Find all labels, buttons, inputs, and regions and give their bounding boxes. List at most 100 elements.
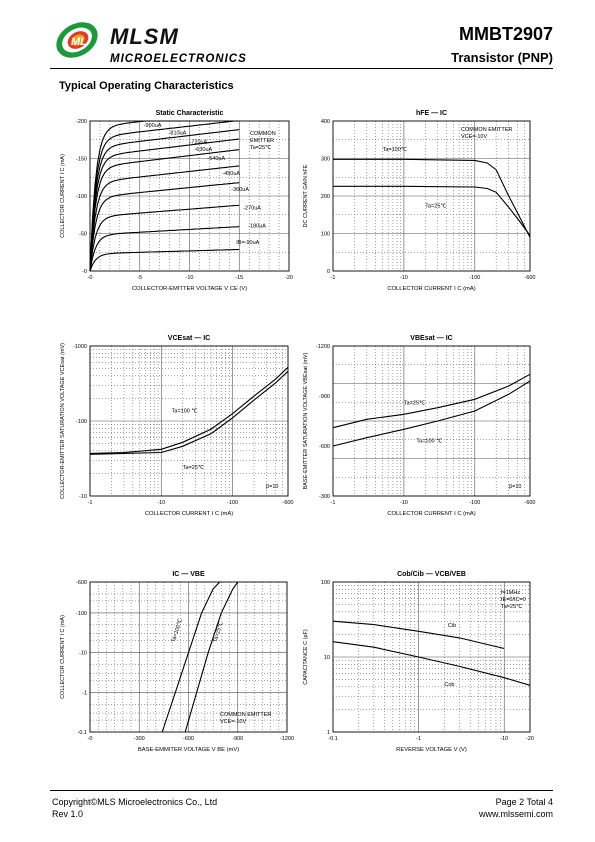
x-tick-label: -900 [232,736,243,742]
x-tick-label: -600 [282,500,293,506]
x-tick-label: -600 [524,500,535,506]
series-label: Cob [444,682,454,688]
series-label: -720uA [190,140,208,146]
y-tick-label: -0.1 [78,730,87,736]
plot-frame [332,120,531,272]
curve-720ua [89,129,240,272]
y-tick-label: 200 [321,194,330,200]
y-tick-label: -300 [319,494,330,500]
curve-630ua [89,138,240,272]
y-axis-label: CAPACITANCE C (pF) [303,629,309,685]
y-tick-label: -100 [76,611,87,617]
y-tick-label: 10 [324,655,330,661]
footer-copyright: Copyright©MLS Microelectronics Co., Ltd [52,797,218,807]
footer-website: www.mlssemi.com [478,809,553,819]
plot-frame [89,581,288,733]
curve-810ua [89,120,240,272]
x-tick-label: -1 [88,500,93,506]
annotation: COMMON EMITTER [461,127,512,133]
annotation: COMMON [250,131,276,137]
series-label: Ta=100℃ [383,147,408,153]
series-line [332,373,531,429]
chart-title: Static Characteristic [156,110,224,117]
x-axis-label: COLLECTOR CURRENT I C (mA) [387,511,475,517]
y-tick-label: -200 [76,119,87,125]
series-label: -360uA [231,187,249,193]
annotation: Ta=25℃ [250,145,272,151]
y-axis-label: COLLECTOR-EMITTER SATURATION VOLTAGE VCE… [60,343,66,499]
x-tick-label: -10 [400,500,408,506]
series-label: Ta=25℃ [404,400,426,406]
x-tick-label: -0 [88,736,93,742]
company-logo: ML [52,18,102,62]
x-tick-label: -15 [235,275,243,281]
y-tick-label: 400 [321,119,330,125]
series-line [89,370,289,455]
chart-title: VBEsat — IC [410,335,452,342]
y-tick-label: -100 [76,419,87,425]
x-axis-label: COLLECTOR CURRENT I C (mA) [145,511,233,517]
series-label: IB=-90uA [236,240,259,246]
x-tick-label: -5 [137,275,142,281]
series-line [332,620,505,650]
series-line [89,366,289,454]
footer-revision: Rev 1.0 [52,809,84,819]
x-tick-label: -0.1 [328,736,337,742]
y-tick-label: -900 [319,394,330,400]
x-tick-label: -1200 [280,736,294,742]
curve-180ua [89,226,240,272]
x-tick-label: -10 [157,500,165,506]
curve-450ua [89,165,240,272]
section-title: Typical Operating Characteristics [59,80,234,92]
series-label: -810uA [169,131,187,137]
annotation: β=10 [266,484,279,490]
series-label: Ta=25℃ [183,465,205,471]
y-tick-label: -0 [82,269,87,275]
x-tick-label: -100 [227,500,238,506]
series-label: -180uA [248,224,266,230]
svg-text:ML: ML [71,36,87,48]
x-tick-label: -20 [285,275,293,281]
annotation: f=1MHz [501,590,520,596]
plot-frame [332,345,531,497]
x-axis-label: COLLECTOR CURRENT I C (mA) [387,286,475,292]
series-label: Ta=100℃ [171,617,184,643]
series-label: Ta=25℃ [425,203,447,209]
series-label: Ta=100 ℃ [416,439,443,445]
part-number: MMBT2907 [458,24,553,44]
annotation: COMMON EMITTER [220,712,271,718]
y-tick-label: 1 [327,730,330,736]
y-tick-label: -600 [76,580,87,586]
y-tick-label: 300 [321,157,330,163]
y-tick-label: -100 [76,194,87,200]
x-tick-label: -300 [134,736,145,742]
x-tick-label: -100 [469,275,480,281]
series-label: -450uA [222,171,240,177]
curve-270ua [89,204,240,272]
series-label: Ta=25℃ [212,620,225,643]
x-tick-label: -1 [416,736,421,742]
y-tick-label: -600 [319,444,330,450]
brand-name: MLSM [110,24,179,49]
chart-title: hFE — IC [416,110,447,117]
series-label: -630uA [194,147,212,153]
series-line [332,380,531,447]
series-line [333,185,531,236]
x-tick-label: -10 [500,736,508,742]
y-tick-label: 100 [321,232,330,238]
plot-frame [89,345,289,497]
series-line [184,581,239,733]
footer-page: Page 2 Total 4 [495,797,553,807]
x-tick-label: -1 [331,500,336,506]
y-tick-label: 0 [327,269,330,275]
y-tick-label: -150 [76,157,87,163]
annotation: β=10 [509,484,522,490]
y-axis-label: BASE-EMITTER SATURATION VOLTAGE VBEsat (… [303,352,309,489]
chart-title: Cob/Cib — VCB/VEB [397,571,466,578]
header-divider [50,68,553,69]
annotation: EMITTER [250,138,274,144]
curve-540ua [89,149,240,272]
x-tick-label: -100 [469,500,480,506]
brand-subtitle: MICROELECTRONICS [110,53,247,65]
y-axis-label: COLLECTOR CURRENT I C (mA) [60,154,66,238]
